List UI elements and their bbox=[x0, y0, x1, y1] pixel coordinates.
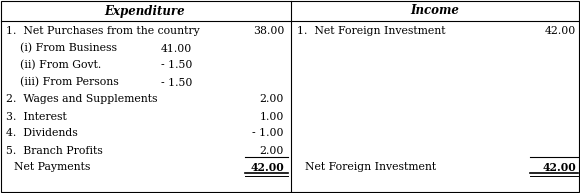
Text: 42.00: 42.00 bbox=[542, 162, 576, 173]
Text: 5.  Branch Profits: 5. Branch Profits bbox=[6, 146, 103, 156]
Text: 41.00: 41.00 bbox=[161, 43, 192, 53]
Text: Net Foreign Investment: Net Foreign Investment bbox=[305, 163, 436, 173]
Text: 2.00: 2.00 bbox=[260, 95, 284, 104]
Text: (ii) From Govt.: (ii) From Govt. bbox=[6, 60, 101, 71]
Text: 2.00: 2.00 bbox=[260, 146, 284, 156]
Text: 38.00: 38.00 bbox=[253, 26, 284, 36]
Text: 4.  Dividends: 4. Dividends bbox=[6, 129, 78, 139]
Text: Expenditure: Expenditure bbox=[104, 4, 186, 18]
Text: 2.  Wages and Supplements: 2. Wages and Supplements bbox=[6, 95, 158, 104]
Text: Net Payments: Net Payments bbox=[14, 163, 90, 173]
Text: - 1.50: - 1.50 bbox=[161, 78, 192, 87]
Text: 1.  Net Foreign Investment: 1. Net Foreign Investment bbox=[297, 26, 445, 36]
Text: 42.00: 42.00 bbox=[250, 162, 284, 173]
Text: - 1.00: - 1.00 bbox=[252, 129, 284, 139]
Text: (iii) From Persons: (iii) From Persons bbox=[6, 77, 119, 88]
Text: (i) From Business: (i) From Business bbox=[6, 43, 117, 54]
Text: 1.  Net Purchases from the country: 1. Net Purchases from the country bbox=[6, 26, 200, 36]
Text: 42.00: 42.00 bbox=[545, 26, 576, 36]
Text: 1.00: 1.00 bbox=[260, 112, 284, 122]
Text: - 1.50: - 1.50 bbox=[161, 60, 192, 70]
Text: 3.  Interest: 3. Interest bbox=[6, 112, 67, 122]
Text: Income: Income bbox=[411, 4, 459, 18]
